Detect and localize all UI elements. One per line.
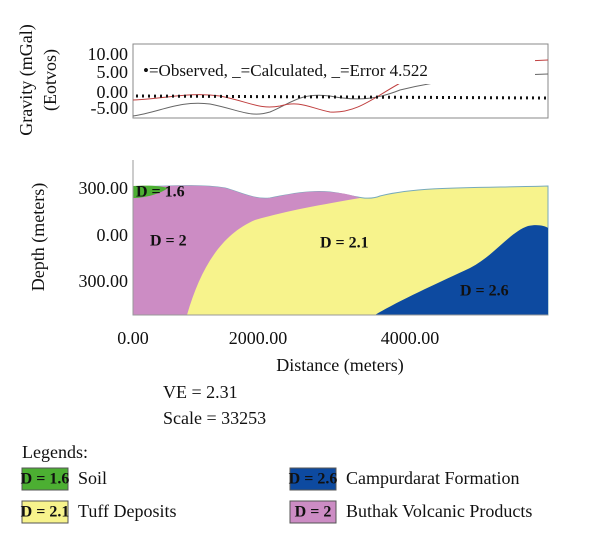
y-axis-label: Gravity (mGal): [16, 24, 37, 135]
gravity-legend: •=Observed, _=Calculated, _=Error 4.522: [143, 61, 428, 80]
legend-swatch: [21, 467, 69, 491]
y-tick-label: -5.00: [91, 98, 129, 118]
region-label: D = 2.6: [460, 283, 509, 300]
scale: Scale = 33253: [163, 408, 266, 428]
observed-points: [135, 94, 549, 100]
legend-swatch: [289, 500, 337, 524]
x-tick-label: 2000.00: [229, 328, 288, 348]
region-label: D = 1.6: [136, 184, 185, 201]
x-tick-label: 4000.00: [381, 328, 440, 348]
soil-region: [133, 185, 168, 198]
y-tick-label: 10.00: [88, 44, 129, 64]
legend-name: Tuff Deposits: [78, 501, 177, 521]
legend-name: Soil: [78, 468, 107, 488]
vertical-exaggeration: VE = 2.31: [163, 382, 238, 402]
y-tick-label: 300.00: [79, 271, 129, 291]
y-axis-label: (Eotvos): [40, 49, 61, 111]
y-tick-label: 0.00: [97, 225, 129, 245]
legend-swatch: [289, 467, 337, 491]
legend-swatch: [21, 500, 69, 524]
region-label: D = 2.1: [320, 235, 369, 252]
x-axis-label: Distance (meters): [276, 355, 403, 376]
y-tick-label: 300.00: [79, 178, 129, 198]
region-label: D = 2: [150, 233, 187, 250]
legend-label: D = 2.6: [289, 471, 338, 488]
y-tick-label: 5.00: [97, 62, 129, 82]
volcanic-region: [133, 185, 360, 315]
legend-box: [140, 60, 535, 84]
legend-title: Legends:: [22, 442, 88, 462]
legend-name: Buthak Volcanic Products: [346, 501, 532, 521]
y-tick-label: 0.00: [97, 82, 129, 102]
x-tick-label: 0.00: [117, 328, 149, 348]
legend-label: D = 1.6: [21, 471, 70, 488]
legend-name: Campurdarat Formation: [346, 468, 519, 488]
legend: D = 1.6 Soil D = 2.6 Campurdarat Formation D…: [21, 467, 532, 524]
legend-label: D = 2.1: [21, 504, 70, 521]
y-axis-label: Depth (meters): [28, 183, 49, 291]
legend-label: D = 2: [295, 504, 332, 521]
campurdarat-region: [375, 225, 548, 315]
